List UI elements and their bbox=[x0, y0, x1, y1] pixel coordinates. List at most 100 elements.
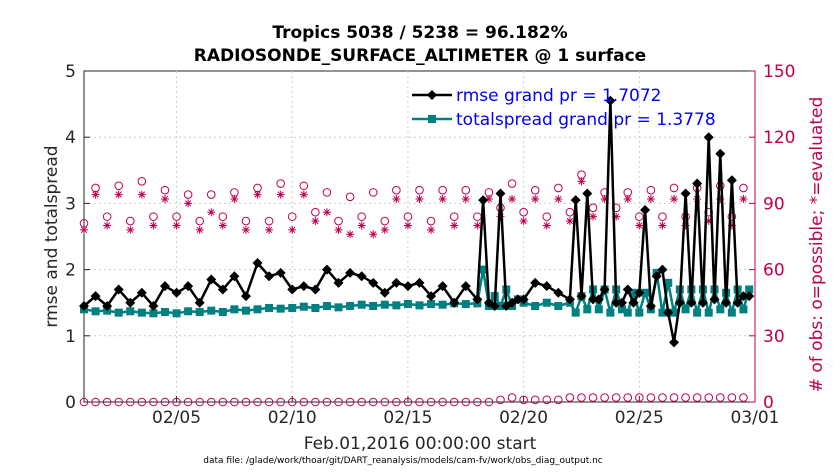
point-obs-evaluated bbox=[450, 221, 459, 230]
point-obs-possible-bottom- bbox=[588, 393, 598, 402]
point-obs-possible-bottom- bbox=[565, 393, 575, 402]
x-tick-label: 02/15 bbox=[383, 408, 432, 428]
point-obs-possible bbox=[264, 216, 274, 226]
y2-tick-label: 60 bbox=[763, 261, 785, 281]
point-obs-evaluated bbox=[195, 225, 204, 234]
y2-tick-label: 120 bbox=[763, 128, 795, 148]
point-rmse bbox=[616, 297, 627, 308]
point-obs-evaluated bbox=[484, 194, 493, 203]
point-obs-possible-bottom- bbox=[206, 397, 216, 407]
point-obs-possible bbox=[334, 216, 343, 226]
point-obs-possible-bottom- bbox=[253, 397, 262, 407]
point-obs-possible-bottom- bbox=[554, 395, 563, 405]
point-totalspread bbox=[265, 303, 274, 312]
point-obs-possible bbox=[403, 212, 413, 221]
point-obs-evaluated bbox=[589, 212, 598, 221]
x-tick-label: 02/10 bbox=[268, 408, 317, 428]
point-obs-possible bbox=[507, 179, 517, 188]
point-obs-evaluated bbox=[519, 217, 528, 226]
point-totalspread bbox=[658, 308, 667, 317]
point-obs-possible-bottom- bbox=[172, 397, 181, 407]
point-rmse bbox=[437, 281, 448, 292]
point-rmse bbox=[426, 291, 437, 302]
point-obs-possible bbox=[554, 183, 563, 193]
point-obs-evaluated bbox=[542, 221, 551, 230]
data-layer bbox=[79, 95, 755, 407]
point-obs-possible-bottom- bbox=[727, 393, 737, 402]
point-obs-evaluated bbox=[531, 194, 540, 203]
point-obs-possible-bottom- bbox=[287, 397, 297, 407]
point-obs-evaluated bbox=[103, 221, 112, 230]
point-rmse bbox=[605, 95, 616, 106]
point-obs-possible bbox=[160, 185, 170, 195]
point-obs-possible bbox=[449, 212, 459, 221]
point-rmse bbox=[275, 267, 286, 278]
point-obs-possible bbox=[415, 185, 424, 195]
point-obs-possible-bottom- bbox=[507, 393, 517, 402]
point-obs-possible bbox=[137, 177, 147, 186]
point-obs-evaluated bbox=[403, 221, 412, 230]
point-totalspread bbox=[241, 306, 250, 315]
data-file-footnote: data file: /glade/work/thoar/git/DART_re… bbox=[203, 456, 603, 466]
point-totalspread bbox=[334, 303, 343, 312]
point-obs-possible-bottom- bbox=[438, 397, 447, 407]
point-obs-possible bbox=[206, 190, 216, 199]
point-obs-possible-bottom- bbox=[218, 397, 228, 407]
point-obs-possible-bottom- bbox=[646, 393, 656, 402]
series-obs-evaluated bbox=[80, 177, 748, 239]
point-rmse bbox=[368, 277, 379, 288]
point-rmse bbox=[287, 284, 298, 295]
point-obs-possible bbox=[739, 183, 748, 193]
point-obs-possible-bottom- bbox=[322, 397, 332, 407]
y2-tick-label: 30 bbox=[763, 327, 785, 347]
point-obs-evaluated bbox=[646, 194, 655, 203]
point-obs-evaluated bbox=[508, 194, 517, 203]
point-totalspread bbox=[299, 302, 308, 311]
point-obs-possible bbox=[125, 216, 135, 226]
point-obs-possible-bottom- bbox=[681, 393, 690, 402]
point-obs-possible bbox=[172, 212, 181, 221]
point-rmse bbox=[553, 287, 564, 298]
grid bbox=[84, 70, 756, 403]
point-obs-possible-bottom- bbox=[299, 397, 309, 407]
point-obs-possible-bottom- bbox=[79, 397, 89, 407]
point-obs-possible bbox=[392, 185, 401, 195]
point-obs-evaluated bbox=[623, 194, 632, 203]
point-obs-possible-bottom- bbox=[137, 397, 147, 407]
point-totalspread bbox=[739, 305, 748, 314]
point-obs-possible bbox=[658, 212, 667, 221]
point-obs-possible bbox=[102, 212, 112, 221]
point-totalspread bbox=[160, 307, 169, 316]
point-totalspread bbox=[322, 302, 331, 311]
point-rmse bbox=[744, 291, 755, 302]
point-obs-possible-bottom- bbox=[241, 397, 251, 407]
point-obs-possible bbox=[438, 185, 447, 195]
point-rmse bbox=[622, 284, 633, 295]
y2-tick-label: 0 bbox=[763, 393, 774, 413]
point-rmse bbox=[628, 297, 639, 308]
point-totalspread bbox=[392, 301, 401, 310]
point-rmse bbox=[709, 294, 720, 305]
point-obs-possible-bottom- bbox=[183, 397, 193, 407]
point-totalspread bbox=[461, 300, 470, 309]
point-rmse bbox=[298, 281, 309, 292]
point-rmse bbox=[194, 297, 205, 308]
point-obs-evaluated bbox=[265, 225, 274, 234]
point-rmse bbox=[541, 281, 552, 292]
point-rmse bbox=[738, 291, 749, 302]
point-obs-possible bbox=[311, 207, 320, 217]
point-totalspread bbox=[369, 302, 378, 311]
point-totalspread bbox=[184, 307, 193, 316]
point-rmse bbox=[102, 301, 113, 312]
point-rmse bbox=[657, 264, 668, 275]
point-obs-possible-bottom- bbox=[577, 393, 586, 402]
point-totalspread bbox=[542, 298, 551, 307]
point-obs-possible-bottom- bbox=[415, 397, 424, 407]
point-obs-possible bbox=[322, 188, 332, 197]
point-totalspread bbox=[571, 308, 580, 317]
point-obs-evaluated bbox=[149, 221, 158, 230]
point-totalspread bbox=[606, 308, 615, 317]
point-obs-possible-bottom- bbox=[334, 397, 343, 407]
point-totalspread bbox=[617, 305, 626, 314]
